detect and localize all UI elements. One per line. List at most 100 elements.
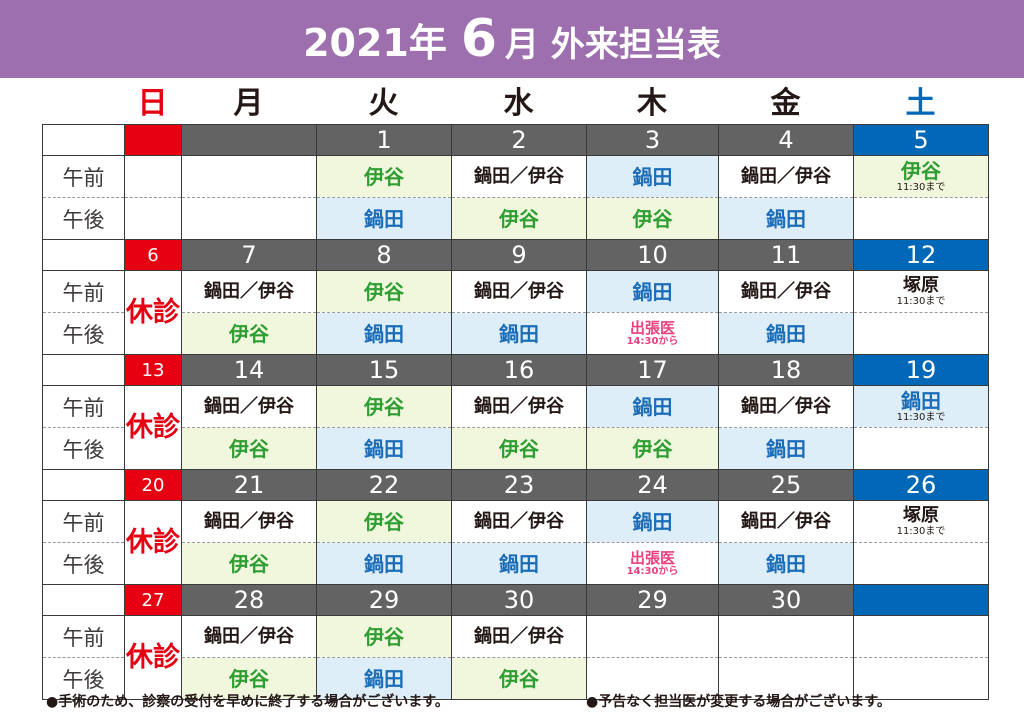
closed-day: 休診 <box>124 270 182 355</box>
weekday-mon: 月 <box>233 86 264 121</box>
doctor-cell: 鍋田 <box>451 542 587 585</box>
doctor-cell: 鍋田 <box>316 542 452 585</box>
date-cell: 15 <box>316 354 452 386</box>
closed-day: 休診 <box>124 615 182 700</box>
time-note: 14:30から <box>626 336 679 348</box>
pm-row: 午後 伊谷 鍋田 鍋田 出張医 14:30から 鍋田 <box>42 312 989 355</box>
doctor-name: 鍋田／伊谷 <box>204 625 294 647</box>
doctor-name: 伊谷 <box>364 279 404 304</box>
doctor-cell <box>853 542 989 585</box>
doctor-cell: 塚原 11:30まで <box>853 500 989 543</box>
date-cell: 16 <box>451 354 587 386</box>
doctor-cell: 鍋田／伊谷 <box>451 385 587 428</box>
doctor-cell: 伊谷 <box>181 312 317 355</box>
date-row-spacer <box>42 354 125 386</box>
doctor-cell: 鍋田 <box>718 427 854 470</box>
doctor-name: 出張医 <box>629 548 675 567</box>
doctor-name: 伊谷 <box>632 206 673 231</box>
time-note: 11:30まで <box>896 412 946 423</box>
am-label: 午前 <box>42 155 125 198</box>
doctor-cell: 鍋田 <box>586 155 719 198</box>
doctor-cell: 鍋田／伊谷 <box>718 270 854 313</box>
date-row: 27 28 29 30 29 30 <box>42 584 989 616</box>
doctor-name: 鍋田／伊谷 <box>741 280 831 302</box>
date-cell: 1 <box>316 124 452 156</box>
doctor-name: 伊谷 <box>632 436 673 461</box>
pm-row: 午後 伊谷 鍋田 伊谷 伊谷 鍋田 <box>42 427 989 470</box>
doctor-name: 鍋田／伊谷 <box>474 165 564 187</box>
doctor-cell: 出張医 14:30から <box>586 542 719 585</box>
date-cell: 7 <box>181 239 317 271</box>
doctor-cell <box>853 197 989 240</box>
doctor-cell: 鍋田 <box>586 270 719 313</box>
doctor-name: 鍋田 <box>364 551 404 576</box>
am-label: 午前 <box>42 615 125 658</box>
date-cell: 29 <box>586 584 719 616</box>
date-cell <box>124 124 182 156</box>
doctor-cell: 鍋田 <box>316 427 452 470</box>
doctor-name: 伊谷 <box>499 206 539 231</box>
date-row: 6 7 8 9 10 11 12 <box>42 239 989 271</box>
doctor-cell: 塚原 11:30まで <box>853 270 989 313</box>
date-cell: 2 <box>451 124 587 156</box>
doctor-name: 鍋田／伊谷 <box>741 395 831 417</box>
doctor-name: 伊谷 <box>901 159 941 183</box>
am-row: 午前 休診 鍋田／伊谷 伊谷 鍋田／伊谷 鍋田 鍋田／伊谷 鍋田 11:30まで <box>42 385 989 470</box>
time-note: 11:30まで <box>896 182 946 193</box>
doctor-cell: 鍋田／伊谷 <box>181 615 317 658</box>
doctor-cell: 鍋田／伊谷 <box>181 500 317 543</box>
doctor-name: 鍋田 <box>499 551 539 576</box>
doctor-cell: 鍋田 <box>586 500 719 543</box>
doctor-name: 鍋田 <box>632 164 673 189</box>
doctor-cell: 鍋田 <box>316 312 452 355</box>
doctor-cell <box>853 427 989 470</box>
pm-label: 午後 <box>42 197 125 240</box>
footnote-surgery: ●手術のため、診察の受付を早めに終了する場合がございます。 <box>46 694 449 710</box>
doctor-name: 鍋田 <box>632 394 673 419</box>
doctor-name: 鍋田 <box>632 509 673 534</box>
date-cell: 22 <box>316 469 452 501</box>
weekday-thu: 木 <box>637 86 667 121</box>
date-row-spacer <box>42 469 125 501</box>
date-cell: 14 <box>181 354 317 386</box>
doctor-name: 鍋田／伊谷 <box>741 165 831 187</box>
pm-label: 午後 <box>42 312 125 355</box>
date-cell: 28 <box>181 584 317 616</box>
doctor-cell <box>124 155 182 198</box>
am-row: 午前 休診 鍋田／伊谷 伊谷 鍋田／伊谷 鍋田 鍋田／伊谷 塚原 11:30まで <box>42 270 989 355</box>
date-cell: 30 <box>718 584 854 616</box>
date-cell: 17 <box>586 354 719 386</box>
doctor-name: 鍋田 <box>766 436 806 461</box>
doctor-name: 鍋田 <box>499 321 539 346</box>
date-row-spacer <box>42 124 125 156</box>
pm-label: 午後 <box>42 542 125 585</box>
doctor-name: 伊谷 <box>229 666 269 691</box>
am-row: 午前 休診 鍋田／伊谷 伊谷 鍋田／伊谷 <box>42 615 989 700</box>
date-cell: 27 <box>124 584 182 616</box>
date-cell: 24 <box>586 469 719 501</box>
title-month: 6 <box>460 9 498 69</box>
pm-row: 午後 鍋田 伊谷 伊谷 鍋田 <box>42 197 989 240</box>
date-cell: 3 <box>586 124 719 156</box>
date-cell: 10 <box>586 239 719 271</box>
date-cell: 19 <box>853 354 989 386</box>
doctor-name: 伊谷 <box>364 394 404 419</box>
doctor-cell: 鍋田 <box>718 542 854 585</box>
doctor-name: 鍋田／伊谷 <box>204 395 294 417</box>
doctor-cell: 伊谷 <box>586 427 719 470</box>
date-cell: 23 <box>451 469 587 501</box>
date-cell: 20 <box>124 469 182 501</box>
doctor-cell: 伊谷 <box>316 385 452 428</box>
doctor-cell: 出張医 14:30から <box>586 312 719 355</box>
doctor-cell <box>853 312 989 355</box>
doctor-cell <box>718 615 854 658</box>
doctor-name: 伊谷 <box>499 666 539 691</box>
doctor-name: 鍋田／伊谷 <box>474 510 564 532</box>
doctor-cell: 鍋田 11:30まで <box>853 385 989 428</box>
doctor-cell: 鍋田／伊谷 <box>451 155 587 198</box>
weekday-sun: 日 <box>137 86 168 121</box>
doctor-name: 鍋田 <box>364 666 404 691</box>
weekday-tue: 火 <box>368 86 399 121</box>
am-row: 午前 伊谷 鍋田／伊谷 鍋田 鍋田／伊谷 伊谷 11:30まで <box>42 155 989 198</box>
